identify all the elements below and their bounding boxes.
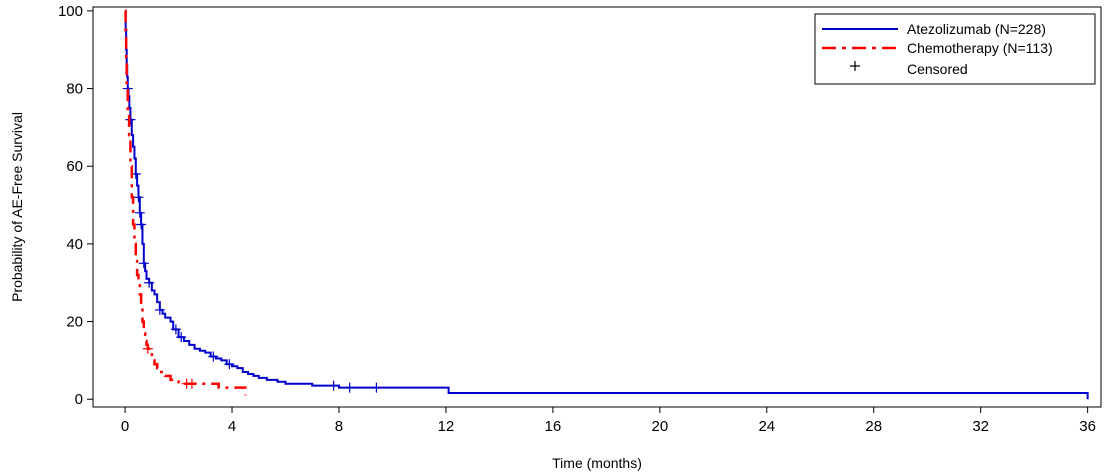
x-tick-label-0: 0 <box>121 418 129 435</box>
x-tick-label-28: 28 <box>865 418 882 435</box>
legend-label-chemotherapy: Chemotherapy (N=113) <box>907 40 1053 56</box>
censored-mark-atezolizumab-13 <box>328 380 339 391</box>
censored-mark-chemotherapy-2 <box>186 378 197 389</box>
legend-censored-marker <box>850 61 860 71</box>
censored-mark-atezolizumab-14 <box>344 382 355 393</box>
censored-mark-atezolizumab-4 <box>134 207 145 218</box>
x-tick-label-32: 32 <box>972 418 989 435</box>
y-tick-label-60: 60 <box>66 158 83 175</box>
x-tick-label-24: 24 <box>758 418 775 435</box>
plot-frame <box>92 6 1102 408</box>
censored-mark-atezolizumab-11 <box>208 351 219 362</box>
x-tick-label-20: 20 <box>651 418 668 435</box>
censored-mark-atezolizumab-6 <box>138 258 149 269</box>
censored-mark-atezolizumab-3 <box>133 192 144 203</box>
censored-mark-atezolizumab-12 <box>224 359 235 370</box>
y-tick-label-20: 20 <box>66 314 83 331</box>
legend: Atezolizumab (N=228) Chemotherapy (N=113… <box>814 13 1096 85</box>
censored-mark-atezolizumab-7 <box>144 277 155 288</box>
censored-mark-atezolizumab-1 <box>125 114 136 125</box>
x-tick-label-36: 36 <box>1079 418 1096 435</box>
y-tick-label-0: 0 <box>75 391 83 408</box>
censored-mark-atezolizumab-15 <box>371 382 382 393</box>
legend-label-atezolizumab: Atezolizumab (N=228) <box>907 21 1046 37</box>
y-axis-label: Probability of AE-Free Survival <box>9 112 25 302</box>
y-tick-label-80: 80 <box>66 81 83 98</box>
y-tick-label-100: 100 <box>58 3 83 20</box>
x-axis: 0 4 8 12 16 20 24 28 32 36 <box>121 407 1096 435</box>
series-line-atezolizumab <box>124 9 1089 400</box>
censored-mark-atezolizumab-5 <box>136 219 147 230</box>
x-tick-label-12: 12 <box>438 418 455 435</box>
censored-mark-atezolizumab-10 <box>176 332 187 343</box>
y-axis: 0 20 40 60 80 100 <box>58 3 93 408</box>
x-tick-label-4: 4 <box>228 418 236 435</box>
censored-mark-atezolizumab-9 <box>170 324 181 335</box>
series-layer <box>122 9 1089 400</box>
legend-label-censored: Censored <box>907 61 968 77</box>
censored-mark-chemotherapy-0 <box>142 343 153 354</box>
censored-mark-atezolizumab-8 <box>154 304 165 315</box>
x-tick-label-8: 8 <box>335 418 343 435</box>
x-tick-label-16: 16 <box>545 418 562 435</box>
series-line-chemotherapy <box>124 9 247 396</box>
x-axis-label: Time (months) <box>552 455 642 471</box>
y-tick-label-40: 40 <box>66 236 83 253</box>
